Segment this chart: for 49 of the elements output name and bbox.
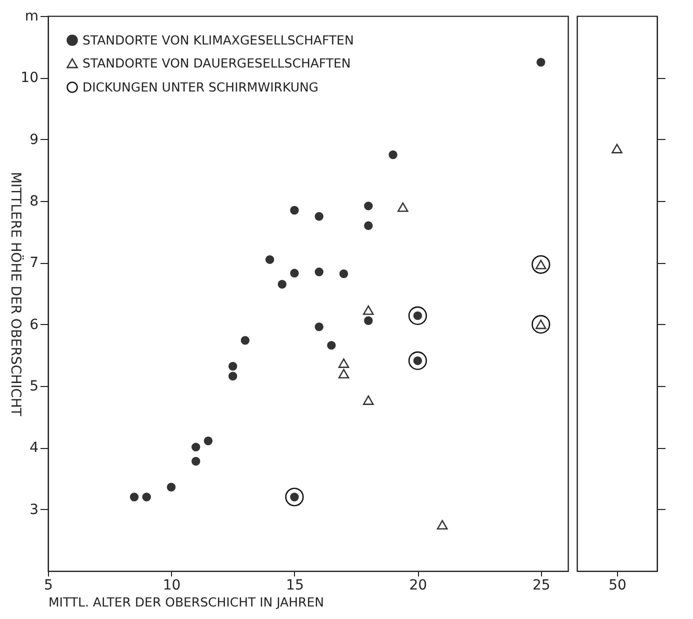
point	[314, 268, 324, 276]
point	[339, 269, 348, 278]
y-tick-label: 9	[30, 132, 38, 148]
point	[290, 206, 299, 215]
y-tick-label: 3	[30, 502, 38, 518]
point	[265, 255, 274, 264]
point	[436, 520, 448, 530]
x-tick-label: 15	[286, 578, 304, 594]
point	[240, 336, 250, 345]
point	[278, 280, 286, 289]
y-tick-label: 5	[30, 378, 38, 394]
point	[388, 150, 398, 160]
x-tick-label: 10	[162, 578, 181, 594]
point	[130, 492, 139, 502]
point	[192, 456, 200, 466]
y-axis-title: MITTLERE HÖHE DER OBERSCHICHT	[8, 172, 25, 417]
legend-label: STANDORTE VON KLIMAXGESELLSCHAFTEN	[82, 32, 354, 48]
point	[327, 340, 336, 350]
x-tick-label: 25	[532, 578, 550, 594]
point	[362, 395, 374, 405]
point	[397, 202, 408, 212]
point	[536, 58, 546, 67]
point	[192, 442, 200, 452]
point	[338, 358, 350, 368]
y-tick-label: 7	[30, 255, 38, 272]
point	[338, 368, 350, 378]
y-tick-label: m	[24, 8, 38, 24]
y-tick-label: 8	[30, 194, 38, 210]
y-tick-label: 10	[20, 70, 38, 86]
y-tick-label: 4	[30, 440, 39, 456]
point	[362, 305, 374, 315]
legend-label: DICKUNGEN UNTER SCHIRMWIRKUNG	[82, 79, 318, 94]
y-tick-label: 6	[30, 316, 39, 333]
x-tick-label: 50	[608, 578, 626, 594]
legend-label: STANDORTE VON DAUERGESELLSCHAFTEN	[82, 55, 351, 70]
point	[364, 316, 373, 325]
x-axis-title: MITTL. ALTER DER OBERSCHICHT IN JAHREN	[48, 594, 324, 610]
point	[228, 362, 238, 371]
point	[364, 202, 373, 210]
point	[228, 372, 238, 380]
point	[166, 482, 176, 492]
x-tick-label: 5	[44, 578, 53, 594]
point	[364, 221, 373, 230]
x-tick-label: 20	[409, 578, 428, 594]
point	[314, 212, 324, 221]
point	[142, 492, 151, 502]
point	[290, 268, 299, 278]
point	[204, 436, 213, 446]
point	[314, 322, 324, 332]
